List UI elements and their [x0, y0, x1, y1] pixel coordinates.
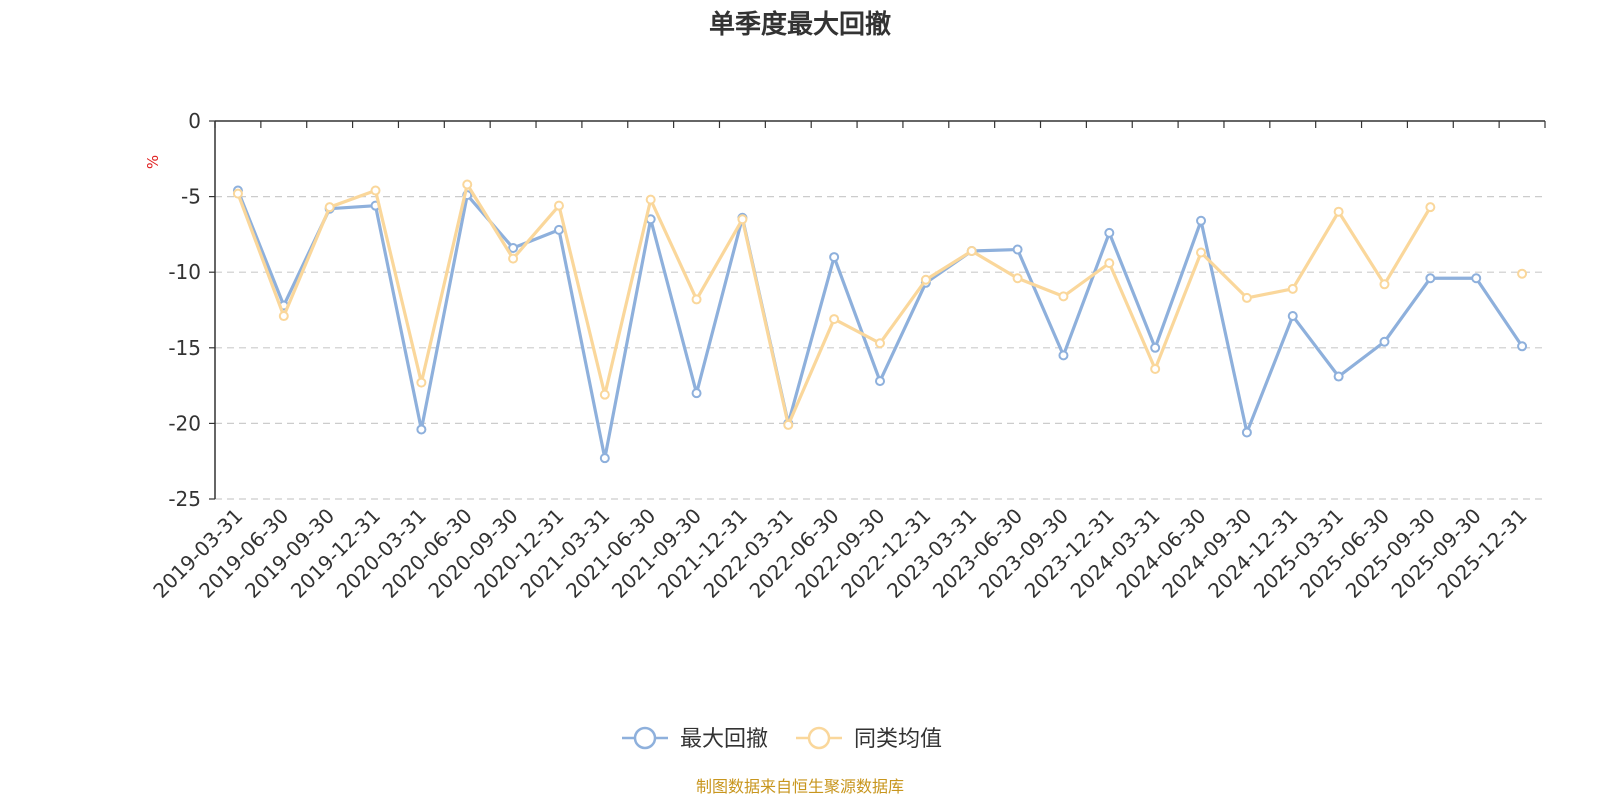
series-1	[232, 185, 1528, 464]
legend-label: 同类均值	[854, 727, 942, 752]
data-point[interactable]	[553, 224, 564, 235]
data-point[interactable]	[416, 377, 427, 388]
y-tick-label: -10	[168, 260, 201, 284]
data-point[interactable]	[1333, 206, 1344, 217]
data-point[interactable]	[599, 453, 610, 464]
y-tick-label: 0	[188, 109, 201, 133]
legend-item-2[interactable]: 同类均值	[796, 726, 942, 752]
legend-item-1[interactable]: 最大回撤	[622, 726, 768, 752]
data-point[interactable]	[783, 419, 794, 430]
data-point[interactable]	[875, 338, 885, 349]
data-point[interactable]	[829, 314, 840, 325]
data-source-note: 制图数据来自恒生聚源数据库	[696, 777, 904, 796]
data-point[interactable]	[1287, 283, 1298, 294]
data-point[interactable]	[1425, 202, 1436, 213]
data-point[interactable]	[1012, 244, 1023, 255]
data-point[interactable]	[966, 246, 977, 257]
y-tick-label: -25	[168, 487, 201, 511]
data-point[interactable]	[1104, 258, 1115, 269]
legend-marker-icon	[807, 726, 831, 750]
data-point[interactable]	[1471, 273, 1482, 284]
data-point[interactable]	[1379, 279, 1390, 290]
data-point[interactable]	[1150, 342, 1161, 353]
data-point[interactable]	[1196, 247, 1207, 258]
data-point[interactable]	[462, 179, 473, 190]
data-point[interactable]	[232, 188, 243, 199]
data-point[interactable]	[645, 194, 656, 205]
data-point[interactable]	[875, 376, 885, 387]
data-point[interactable]	[508, 243, 519, 254]
data-point[interactable]	[1333, 371, 1344, 382]
series-2	[232, 179, 1528, 430]
legend-marker-icon	[633, 726, 657, 750]
data-point[interactable]	[1287, 311, 1298, 322]
data-point[interactable]	[508, 253, 519, 264]
chart-title: 单季度最大回撤	[709, 9, 891, 40]
data-point[interactable]	[737, 214, 748, 225]
legend-label: 最大回撤	[680, 727, 768, 752]
series-line	[236, 182, 1432, 427]
y-axis-unit: %	[144, 155, 162, 169]
y-tick-label: -5	[181, 185, 201, 209]
data-point[interactable]	[416, 424, 427, 435]
data-point[interactable]	[1517, 341, 1528, 352]
data-point[interactable]	[1058, 291, 1069, 302]
data-point[interactable]	[920, 274, 931, 285]
data-point[interactable]	[1379, 336, 1390, 347]
data-point[interactable]	[691, 388, 702, 399]
data-point[interactable]	[278, 311, 289, 322]
legend[interactable]: 最大回撤 同类均值	[622, 726, 942, 752]
data-point[interactable]	[1196, 215, 1207, 226]
data-point[interactable]	[324, 202, 335, 213]
data-point[interactable]	[1241, 292, 1252, 303]
data-point[interactable]	[1425, 273, 1436, 284]
series-lines	[232, 179, 1528, 464]
data-point[interactable]	[691, 294, 702, 305]
data-point[interactable]	[1150, 363, 1161, 374]
axes: 0-5-10-15-20-252019-03-312019-06-302019-…	[148, 109, 1546, 603]
data-point[interactable]	[829, 252, 840, 263]
data-point[interactable]	[1517, 268, 1528, 279]
data-point[interactable]	[1012, 273, 1023, 284]
data-point[interactable]	[370, 185, 381, 196]
data-point[interactable]	[553, 200, 564, 211]
data-point[interactable]	[1241, 427, 1252, 438]
series-line	[236, 189, 1524, 460]
y-tick-label: -15	[168, 336, 201, 360]
data-point[interactable]	[1058, 350, 1069, 361]
data-point[interactable]	[599, 389, 610, 400]
y-tick-label: -20	[168, 411, 201, 435]
data-point[interactable]	[1104, 227, 1115, 238]
